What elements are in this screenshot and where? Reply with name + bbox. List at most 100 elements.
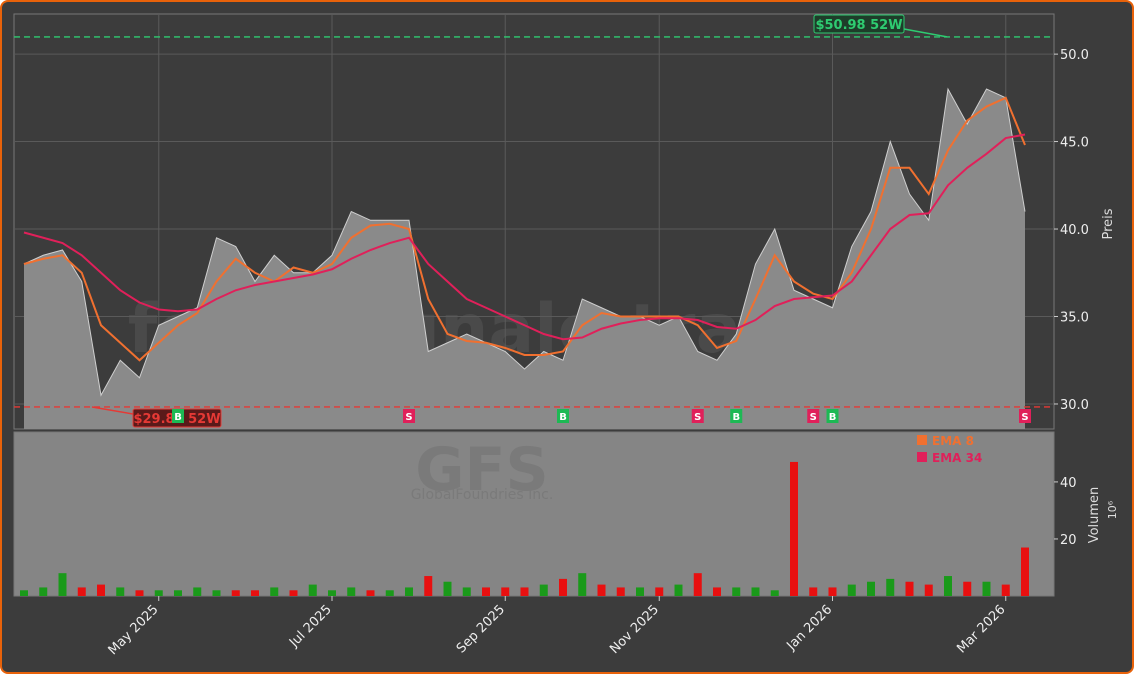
volume-bar xyxy=(405,587,413,596)
volume-bar xyxy=(424,576,433,596)
watermark-subtitle: GlobalFoundries Inc. xyxy=(411,487,554,503)
volume-bar xyxy=(462,587,471,596)
volume-bar xyxy=(867,581,875,596)
signal-marker xyxy=(1019,409,1031,423)
volume-unit: 10⁶ xyxy=(1106,500,1119,519)
signal-marker xyxy=(403,409,415,423)
volume-bar xyxy=(693,573,702,596)
volume-bar xyxy=(482,587,490,596)
y-tick-label: 50.0 xyxy=(1060,48,1089,63)
high-52w-box xyxy=(813,14,905,34)
y-tick-label: 45.0 xyxy=(1060,136,1089,151)
volume-bar xyxy=(1021,547,1029,596)
signal-label: S xyxy=(694,412,701,423)
volume-bar xyxy=(39,587,48,596)
volume-bar xyxy=(674,584,683,596)
volume-bar xyxy=(347,587,356,596)
signal-label: B xyxy=(559,412,567,423)
volume-bar xyxy=(732,587,741,596)
x-tick-label: Nov 2025 xyxy=(607,602,662,657)
high-52w-label: $50.98 52W xyxy=(815,18,902,33)
legend-swatch xyxy=(917,452,927,462)
volume-bar xyxy=(636,587,644,596)
volume-bar xyxy=(77,587,86,596)
volume-bar xyxy=(135,590,144,596)
volume-bar xyxy=(828,587,837,596)
volume-bar xyxy=(616,587,625,596)
x-tick-label: Sep 2025 xyxy=(454,602,508,656)
watermark: GFS xyxy=(415,435,548,505)
volume-bar xyxy=(905,581,914,596)
volume-bar xyxy=(231,590,240,596)
y-axis-title: Preis xyxy=(1101,208,1116,239)
volume-bar xyxy=(154,590,163,596)
volume-bar xyxy=(886,578,895,596)
volume-bar xyxy=(539,584,548,596)
signal-label: B xyxy=(829,412,837,423)
volume-bar xyxy=(58,573,67,596)
legend-label: EMA 34 xyxy=(932,451,982,465)
signal-label: B xyxy=(732,412,740,423)
volume-bar xyxy=(251,590,259,596)
volume-bar xyxy=(770,590,779,596)
volume-axis-title: Volumen xyxy=(1087,487,1102,544)
signal-label: S xyxy=(810,412,817,423)
volume-bar xyxy=(713,587,721,596)
signal-label: S xyxy=(1021,412,1028,423)
signal-label: S xyxy=(405,412,412,423)
volume-bar xyxy=(655,587,664,596)
volume-bar xyxy=(270,587,279,596)
volume-panel xyxy=(13,431,1055,597)
price-area xyxy=(24,89,1025,429)
signal-marker xyxy=(172,409,184,423)
y-tick-label: 30.0 xyxy=(1060,398,1089,413)
volume-bar xyxy=(520,587,529,596)
volume-bar xyxy=(289,590,298,596)
legend-swatch xyxy=(917,435,927,445)
volume-bar xyxy=(559,578,567,596)
volume-bar xyxy=(443,581,452,596)
volume-bar xyxy=(578,573,587,596)
volume-bar xyxy=(924,584,933,596)
volume-bar xyxy=(847,584,856,596)
volume-bar xyxy=(385,590,394,596)
volume-bar xyxy=(790,461,798,596)
legend-label: EMA 8 xyxy=(932,434,974,448)
signal-marker xyxy=(557,409,569,423)
volume-bar xyxy=(116,587,125,596)
signal-marker xyxy=(691,409,704,423)
x-tick-label: May 2025 xyxy=(106,602,162,658)
signal-marker xyxy=(807,409,820,423)
x-tick-label: Jul 2025 xyxy=(286,602,335,651)
volume-bar xyxy=(982,581,991,596)
volume-bar xyxy=(308,584,317,596)
volume-bar xyxy=(193,587,202,596)
y-tick-label: 40.0 xyxy=(1060,223,1089,238)
ema-line xyxy=(23,133,1026,341)
signal-label: B xyxy=(174,412,182,423)
volume-bar xyxy=(809,587,818,596)
volume-bar xyxy=(944,576,952,596)
volume-bar xyxy=(751,587,760,596)
volume-bar xyxy=(501,587,510,596)
volume-tick-label: 40 xyxy=(1060,476,1077,491)
ema-line xyxy=(23,96,1026,362)
volume-bar xyxy=(174,590,182,596)
volume-bar xyxy=(212,590,221,596)
volume-bar xyxy=(963,581,972,596)
volume-bar xyxy=(366,590,375,596)
signal-marker xyxy=(826,409,839,423)
volume-bar xyxy=(328,590,336,596)
x-tick-label: Jan 2026 xyxy=(784,602,836,654)
y-tick-label: 35.0 xyxy=(1060,311,1089,326)
volume-bar xyxy=(1001,584,1010,596)
low-52w-arrow xyxy=(91,406,134,415)
volume-bar xyxy=(20,590,28,596)
volume-bar xyxy=(97,584,105,596)
high-52w-arrow xyxy=(903,28,948,38)
volume-tick-label: 20 xyxy=(1060,533,1077,548)
volume-bar xyxy=(597,584,606,596)
x-tick-label: Mar 2026 xyxy=(954,602,1008,656)
